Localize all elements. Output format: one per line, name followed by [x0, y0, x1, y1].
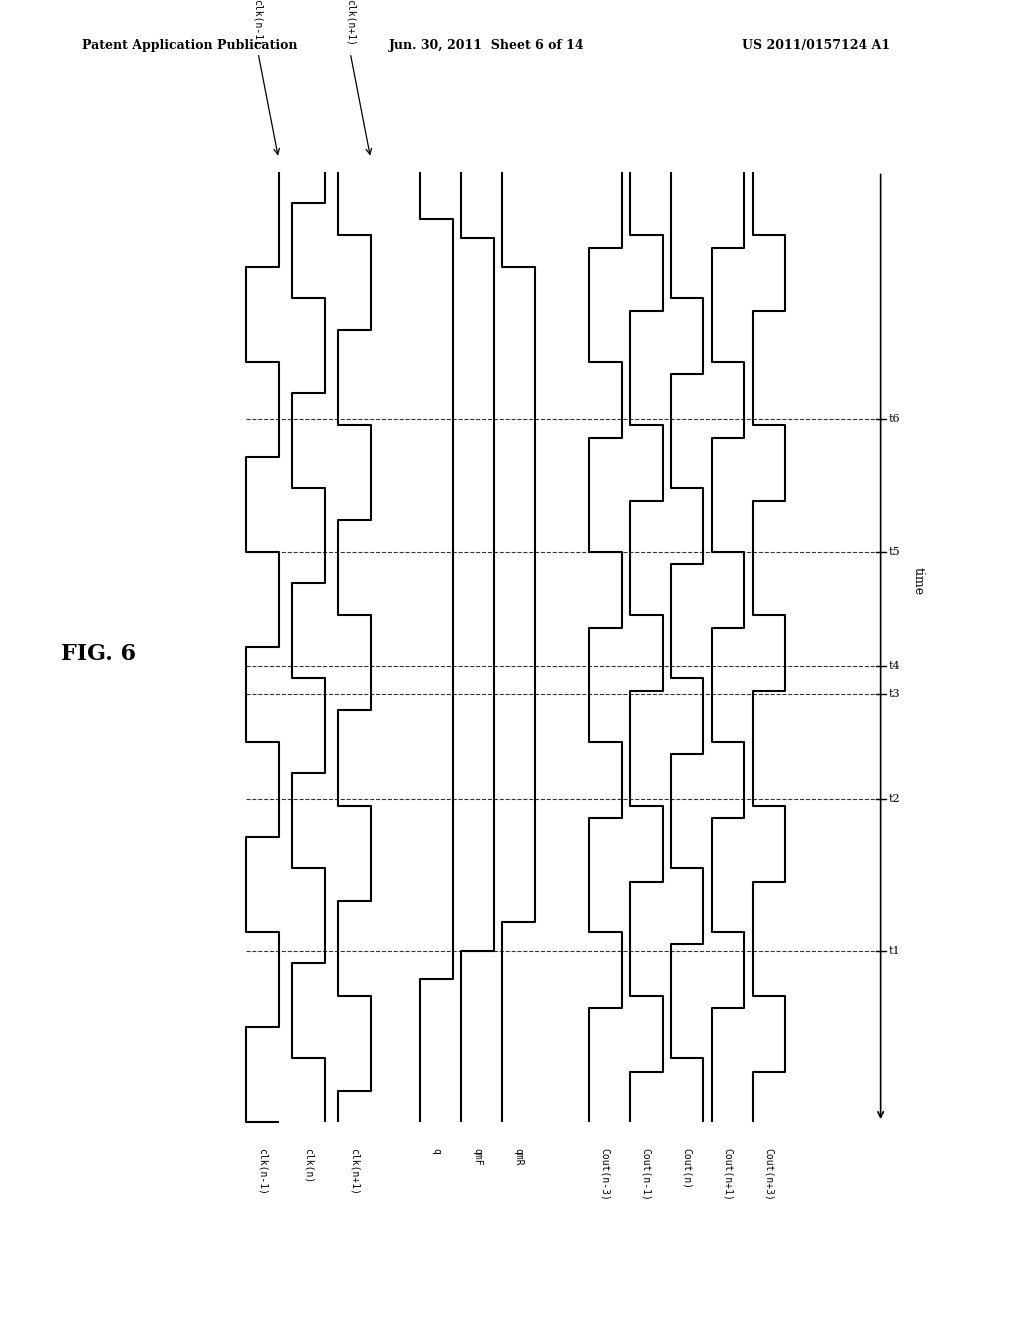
Text: qmF: qmF [472, 1148, 482, 1166]
Text: q: q [431, 1148, 441, 1154]
Text: Cout(n): Cout(n) [682, 1148, 692, 1189]
Text: t2: t2 [889, 793, 900, 804]
Text: FIG. 6: FIG. 6 [61, 643, 136, 665]
Text: clk(n+1): clk(n+1) [345, 0, 355, 46]
Text: t1: t1 [889, 946, 900, 956]
Text: t5: t5 [889, 546, 900, 557]
Text: clk(n): clk(n) [303, 1148, 313, 1184]
Text: clk(n-1): clk(n-1) [253, 0, 263, 46]
Text: Cout(n+1): Cout(n+1) [723, 1148, 733, 1201]
Text: t4: t4 [889, 661, 900, 671]
Text: t3: t3 [889, 689, 900, 700]
Text: US 2011/0157124 A1: US 2011/0157124 A1 [742, 38, 891, 51]
Text: time: time [911, 566, 925, 595]
Text: qmR: qmR [513, 1148, 523, 1166]
Text: Cout(n-1): Cout(n-1) [641, 1148, 651, 1201]
Text: Cout(n-3): Cout(n-3) [600, 1148, 610, 1201]
Text: Cout(n+3): Cout(n+3) [764, 1148, 774, 1201]
Text: Patent Application Publication: Patent Application Publication [82, 38, 297, 51]
Text: t6: t6 [889, 413, 900, 424]
Text: Jun. 30, 2011  Sheet 6 of 14: Jun. 30, 2011 Sheet 6 of 14 [389, 38, 585, 51]
Text: clk(n-1): clk(n-1) [257, 1148, 267, 1196]
Text: clk(n+1): clk(n+1) [349, 1148, 359, 1196]
